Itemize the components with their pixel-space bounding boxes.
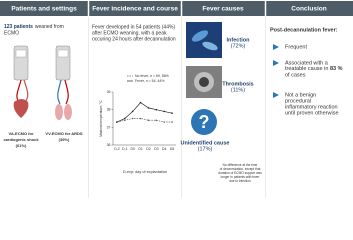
conclusion-item: inflammatory reaction xyxy=(285,104,338,110)
intro-text: ECMO xyxy=(4,30,19,36)
point xyxy=(155,119,158,122)
fever-text: after ECMO weaning, with a peak xyxy=(92,30,167,36)
point xyxy=(171,112,173,114)
dividers xyxy=(87,0,267,16)
conclusion-title: Post-decannulation fever: xyxy=(270,27,338,33)
point xyxy=(131,117,134,120)
cause-name: Thrombosis xyxy=(222,81,253,87)
cause-note: due to infection xyxy=(229,179,251,183)
x-tick-label: D4 xyxy=(162,147,167,151)
point xyxy=(131,110,134,113)
cause-note: of decannulation, except that xyxy=(220,167,261,171)
vv-label: (39%) xyxy=(59,137,70,142)
fever-text: Fever developed in 54 patients (44%) xyxy=(92,24,175,30)
x-tick-label: D3 xyxy=(154,147,159,151)
va-label: VA-ECMO for xyxy=(8,131,33,136)
cause-name: Unidentified cause xyxy=(181,140,230,146)
cause-note: No difference at the time xyxy=(223,163,258,167)
column-header: Fever causes xyxy=(202,6,244,13)
conclusion-emphasis: 83 % xyxy=(330,66,343,72)
point xyxy=(163,110,165,113)
panel-separators xyxy=(88,17,266,198)
point xyxy=(147,107,150,109)
cause-pct: (11%) xyxy=(231,87,245,93)
legend-label: Fever, n = 54, 44% xyxy=(135,79,164,83)
svg-text:?: ? xyxy=(199,112,210,132)
cause-images: ? xyxy=(186,22,222,135)
x-note: D-exp: day of explantation xyxy=(123,170,167,174)
va-label: cardiogenic shock xyxy=(3,137,39,142)
cause-pct: (72%) xyxy=(231,43,246,49)
cause-note: longer in patients with fever xyxy=(221,175,261,179)
point xyxy=(139,101,142,104)
vv-label: VV-ECMO for ARDS xyxy=(45,131,83,136)
column-header: Patients and settings xyxy=(11,6,77,13)
x-tick-label: D-1 xyxy=(122,147,128,151)
va-label: (61%) xyxy=(16,143,27,148)
y-tick-label: 37 xyxy=(107,125,111,129)
ecmo-icons xyxy=(13,45,72,120)
conclusion-item: of cases xyxy=(285,72,306,78)
point xyxy=(163,121,165,123)
point xyxy=(147,119,150,122)
cause-name: Infection xyxy=(227,37,251,43)
series-line xyxy=(116,102,173,123)
conclusion-item: procedural xyxy=(285,98,311,104)
column-header: Conclusion xyxy=(291,6,326,13)
conclusion-item: Associated with a xyxy=(285,60,329,66)
point xyxy=(139,117,142,120)
patients-intro: 123 patients weaned from xyxy=(4,24,64,30)
legend-label: No fever, n = 69, 56% xyxy=(135,74,169,78)
patient-count: 123 patients xyxy=(4,24,33,30)
conclusion-item: Frequent xyxy=(285,44,307,50)
point xyxy=(124,117,126,120)
column-header: Fever incidence and course xyxy=(92,6,178,13)
point xyxy=(155,108,158,111)
conclusion-text: treatable cause in xyxy=(285,66,330,72)
series-line xyxy=(116,118,173,123)
x-tick-label: D5 xyxy=(170,147,175,151)
graphical-abstract: ? Patients and settings Fever incidence a… xyxy=(0,0,353,198)
cause-note: duration of ECMO support was xyxy=(218,171,262,175)
y-tick-label: 36 xyxy=(107,143,111,147)
x-tick-label: D0 xyxy=(130,147,135,151)
conclusion-item: Not a benign xyxy=(285,92,316,98)
point xyxy=(171,121,173,123)
x-tick-label: D2 xyxy=(146,147,151,151)
x-tick-label: D1 xyxy=(138,147,143,151)
fever-text: occuring 24 hours after decannulation xyxy=(92,36,176,42)
y-tick-label: 39 xyxy=(107,90,111,94)
bullet-arrows xyxy=(273,44,279,98)
x-tick-label: D-2 xyxy=(114,147,120,151)
y-axis-label: Maximal temperature, °C xyxy=(99,100,103,137)
point xyxy=(116,121,118,123)
conclusion-item: treatable cause in 83 % xyxy=(285,66,343,72)
intro-text: weaned from xyxy=(35,24,64,30)
cause-pct: (17%) xyxy=(198,146,213,152)
conclusion-item: until proven otherwise xyxy=(285,110,339,116)
point xyxy=(124,119,126,122)
y-tick-label: 38 xyxy=(107,108,111,112)
